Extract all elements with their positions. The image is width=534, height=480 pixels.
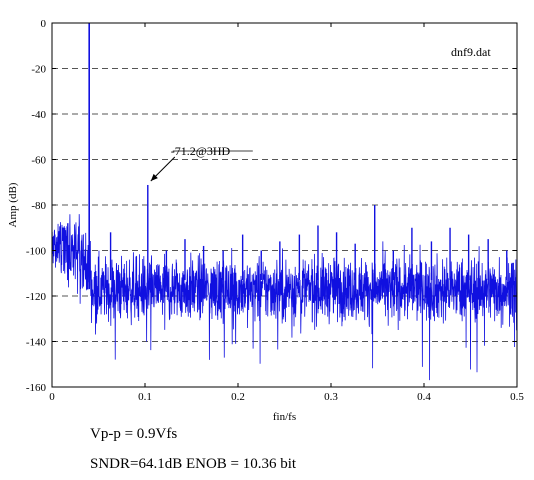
y-tick-label: -100: [26, 246, 47, 258]
sndr-caption: SNDR=64.1dB ENOB = 10.36 bit: [90, 456, 297, 472]
x-tick-label: 0.1: [138, 391, 152, 403]
legend-text: dnf9.dat: [451, 45, 491, 59]
annotation: -71.2@3HD: [150, 144, 253, 182]
y-tick-label: -60: [31, 155, 46, 167]
y-tick-label: -160: [26, 382, 47, 394]
y-tick-label: -20: [31, 64, 46, 76]
y-tick-label: -40: [31, 109, 46, 121]
spectrum-noise-floor: [51, 214, 518, 381]
x-tick-label: 0.2: [231, 391, 245, 403]
y-tick-label: -140: [26, 337, 47, 349]
x-tick-label: 0.3: [324, 391, 338, 403]
vpp-caption: Vp-p = 0.9Vfs: [90, 426, 178, 442]
x-tick-label: 0.4: [417, 391, 431, 403]
annotation-label: -71.2@3HD: [171, 144, 231, 158]
y-tick-label: -80: [31, 200, 46, 212]
x-axis-label: fin/fs: [273, 411, 296, 423]
x-tick-label: 0.5: [510, 391, 524, 403]
y-tick-label: 0: [41, 18, 47, 30]
spectrum-spurs: [67, 23, 508, 290]
annotation-arrowhead: [150, 173, 158, 181]
axis-ticks: [51, 22, 518, 388]
y-axis-label: Amp (dB): [7, 182, 19, 227]
y-tick-label: -120: [26, 291, 47, 303]
x-tick-label: 0: [49, 391, 55, 403]
plot-area: [51, 23, 518, 381]
